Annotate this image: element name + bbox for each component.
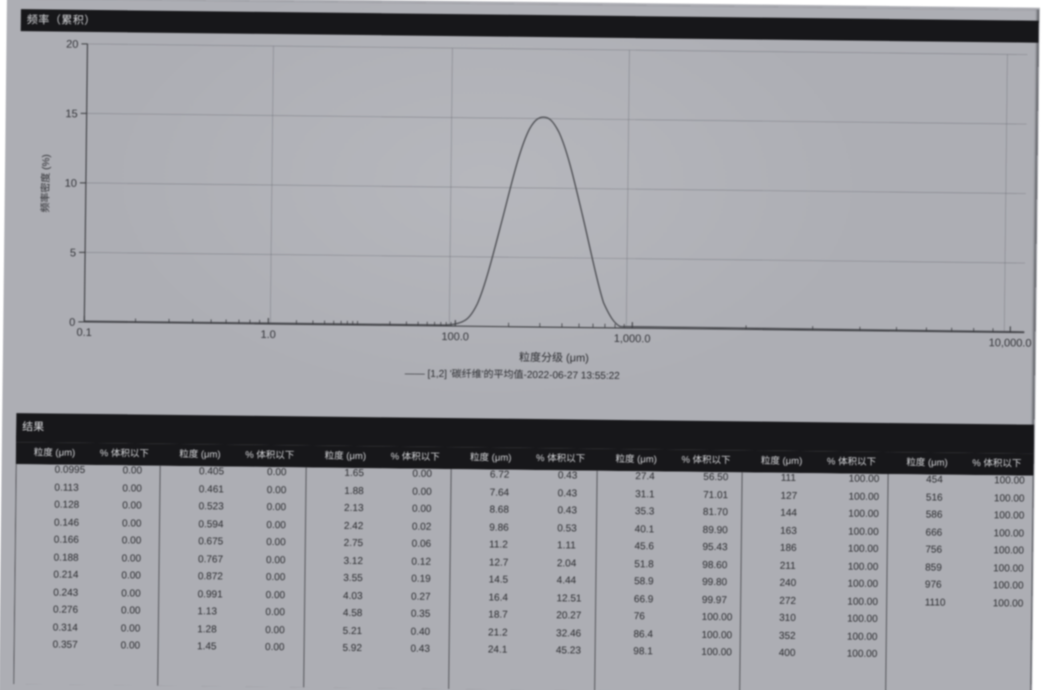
svg-text:20: 20 [66, 39, 78, 51]
svg-text:10,000.0: 10,000.0 [989, 337, 1032, 349]
svg-text:1,000.0: 1,000.0 [614, 333, 651, 345]
svg-text:15: 15 [65, 108, 77, 120]
svg-text:—— [1,2] '碳纤维'的平均值-2022-06-27: —— [1,2] '碳纤维'的平均值-2022-06-27 13:55:22 [405, 367, 621, 382]
svg-text:5: 5 [70, 247, 76, 259]
svg-text:0.1: 0.1 [76, 327, 91, 339]
svg-text:10: 10 [65, 178, 77, 190]
svg-text:粒度分级 (μm): 粒度分级 (μm) [519, 350, 589, 365]
svg-text:0: 0 [69, 317, 75, 329]
svg-text:频率密度 (%): 频率密度 (%) [39, 154, 53, 212]
svg-text:1.0: 1.0 [260, 329, 275, 341]
svg-text:100.0: 100.0 [441, 331, 469, 343]
